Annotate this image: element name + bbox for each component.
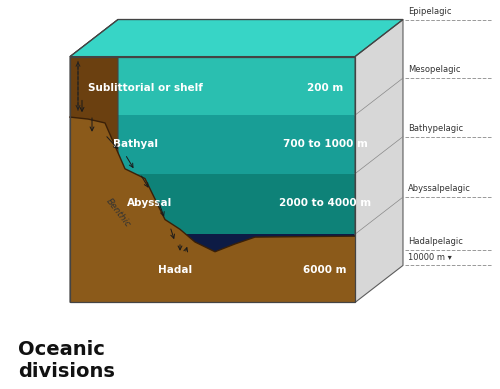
Text: 10000 m ▾: 10000 m ▾ xyxy=(408,252,452,261)
Text: 700 to 1000 m: 700 to 1000 m xyxy=(282,139,368,149)
Text: Hadalpelagic: Hadalpelagic xyxy=(408,237,463,246)
Text: Bathypelagic: Bathypelagic xyxy=(408,124,463,133)
Text: Epipelagic: Epipelagic xyxy=(408,7,452,16)
Text: 6000 m: 6000 m xyxy=(303,265,347,275)
Text: Benthic: Benthic xyxy=(104,196,132,229)
Polygon shape xyxy=(70,19,403,56)
Polygon shape xyxy=(70,173,355,234)
Polygon shape xyxy=(70,56,355,115)
Text: Hadal: Hadal xyxy=(158,265,192,275)
Polygon shape xyxy=(70,234,355,303)
Text: 200 m: 200 m xyxy=(307,83,343,93)
Text: Abyssalpelagic: Abyssalpelagic xyxy=(408,184,471,193)
Text: Abyssal: Abyssal xyxy=(128,198,172,208)
Text: Mesopelagic: Mesopelagic xyxy=(408,65,461,74)
Polygon shape xyxy=(70,19,118,303)
Text: Oceanic
divisions: Oceanic divisions xyxy=(18,340,115,380)
Polygon shape xyxy=(355,19,403,303)
Text: 2000 to 4000 m: 2000 to 4000 m xyxy=(279,198,371,208)
Polygon shape xyxy=(70,117,355,303)
Text: Bathyal: Bathyal xyxy=(112,139,158,149)
Text: Sublittorial or shelf: Sublittorial or shelf xyxy=(88,83,202,93)
Polygon shape xyxy=(70,115,355,173)
Polygon shape xyxy=(70,19,403,56)
